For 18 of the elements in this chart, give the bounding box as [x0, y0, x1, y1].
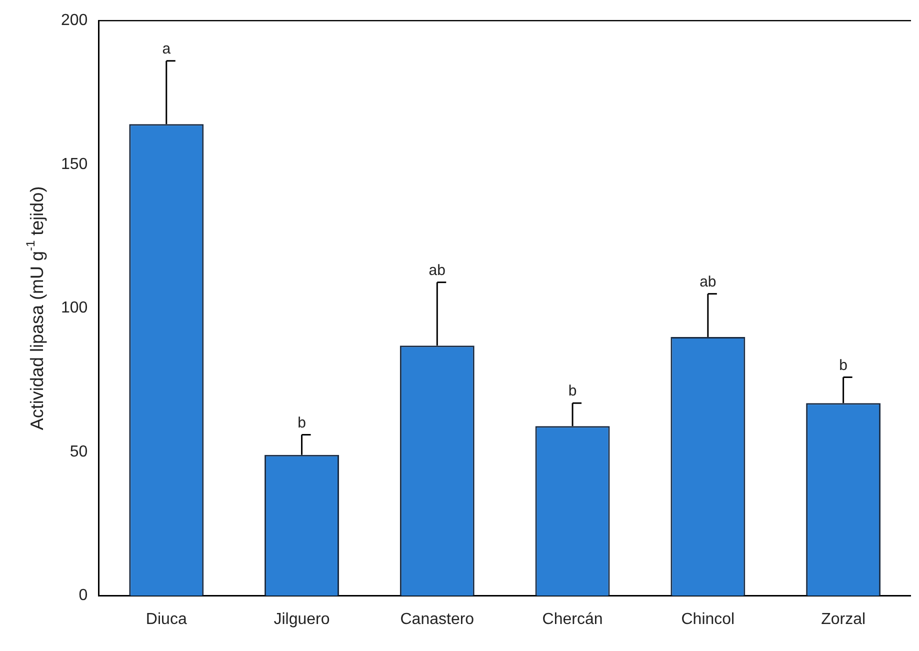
- y-tick-label: 200: [60, 12, 88, 30]
- y-tick-label: 0: [78, 587, 88, 604]
- annotation: ab: [700, 273, 716, 290]
- x-tick-label: Canastero: [400, 610, 474, 628]
- x-tick-label: Chercán: [542, 610, 603, 628]
- x-tick-label: Zorzal: [821, 610, 866, 628]
- x-tick-label: Chincol: [681, 610, 735, 628]
- annotation: ab: [428, 262, 446, 279]
- annotation: b: [298, 414, 306, 432]
- y-tick-label: 100: [60, 300, 88, 317]
- annotation: b: [568, 382, 577, 400]
- y-tick-label: 50: [70, 443, 88, 460]
- x-tick-label: Diuca: [146, 610, 187, 628]
- annotation: a: [162, 40, 172, 58]
- annotation: b: [839, 356, 848, 374]
- y-tick-label: 150: [60, 156, 88, 173]
- x-tick-label: Jilguero: [274, 610, 330, 628]
- y-axis-title: Actividad lipasa (mU g-1 tejido): [23, 186, 47, 430]
